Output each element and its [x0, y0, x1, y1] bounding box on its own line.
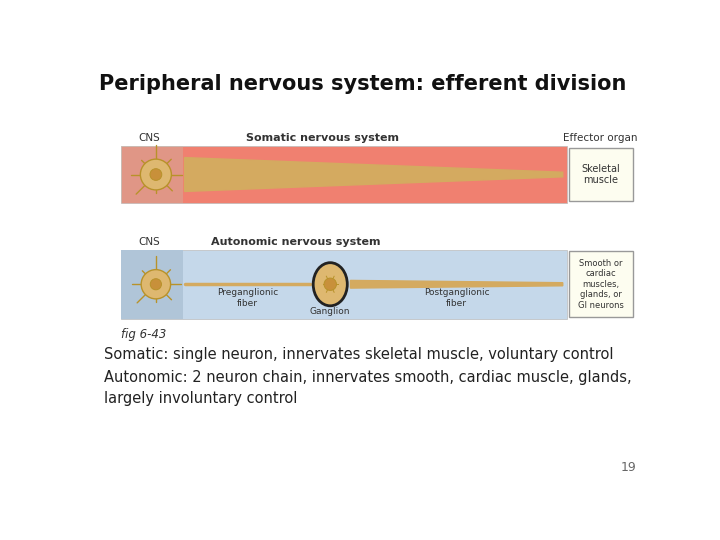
Text: Autonomic nervous system: Autonomic nervous system: [211, 237, 380, 247]
Bar: [121, 249, 567, 319]
Polygon shape: [351, 280, 563, 288]
Text: Smooth or
cardiac
muscles,
glands, or
GI neurons: Smooth or cardiac muscles, glands, or GI…: [577, 259, 624, 309]
Circle shape: [150, 279, 161, 290]
Bar: [121, 146, 183, 204]
Circle shape: [150, 168, 162, 180]
FancyBboxPatch shape: [569, 148, 632, 201]
Text: Preganglionic
fiber: Preganglionic fiber: [217, 288, 278, 307]
Text: 19: 19: [621, 462, 636, 475]
Text: Somatic: single neuron, innervates skeletal muscle, voluntary control: Somatic: single neuron, innervates skele…: [104, 347, 613, 362]
Text: CNS: CNS: [138, 132, 160, 143]
Bar: [121, 249, 183, 319]
Text: Effector organ: Effector organ: [564, 132, 638, 143]
Text: largely involuntary control: largely involuntary control: [104, 390, 297, 406]
Circle shape: [141, 269, 171, 299]
Bar: [121, 146, 567, 204]
Circle shape: [140, 159, 171, 190]
Text: Somatic nervous system: Somatic nervous system: [246, 132, 399, 143]
Polygon shape: [184, 158, 563, 192]
Text: fig 6-43: fig 6-43: [121, 328, 166, 341]
Text: Autonomic: 2 neuron chain, innervates smooth, cardiac muscle, glands,: Autonomic: 2 neuron chain, innervates sm…: [104, 370, 631, 386]
FancyBboxPatch shape: [569, 251, 632, 318]
Ellipse shape: [313, 262, 347, 306]
Text: Ganglion: Ganglion: [310, 307, 351, 316]
Text: CNS: CNS: [138, 237, 160, 247]
Text: Skeletal
muscle: Skeletal muscle: [581, 164, 620, 185]
Text: Postganglionic
fiber: Postganglionic fiber: [424, 288, 490, 307]
Circle shape: [324, 278, 336, 291]
Text: Peripheral nervous system: efferent division: Peripheral nervous system: efferent divi…: [99, 74, 626, 94]
